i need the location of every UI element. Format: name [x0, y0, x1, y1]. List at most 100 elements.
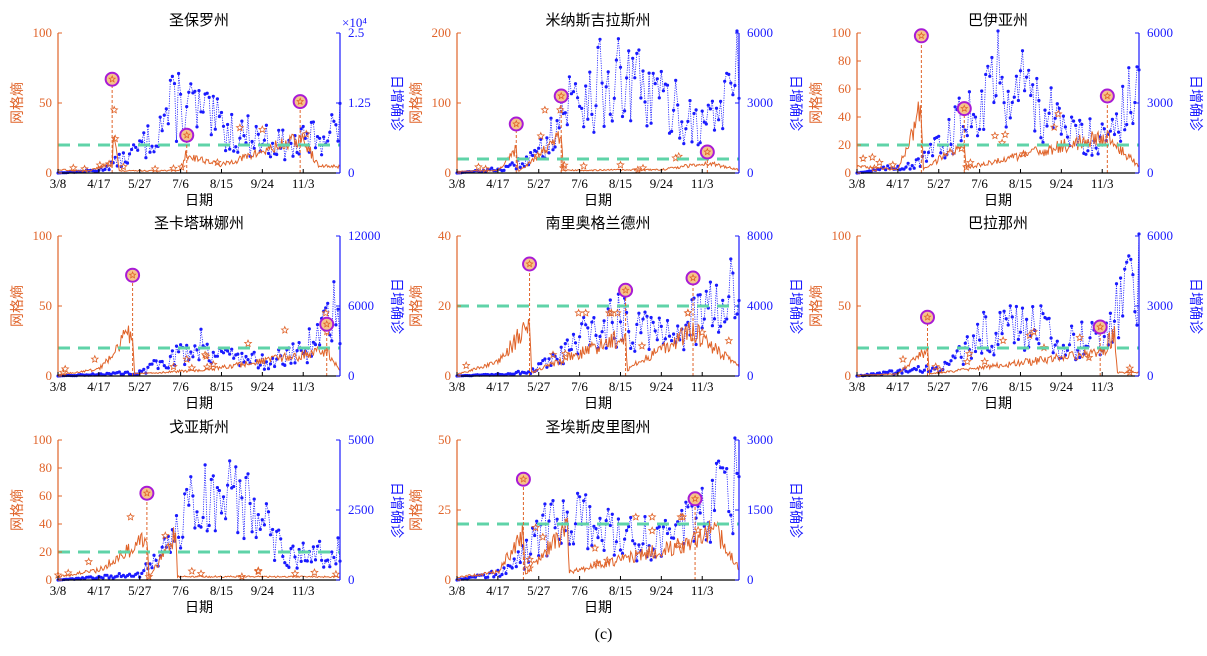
cases-point [1055, 339, 1059, 343]
cases-point [939, 151, 943, 155]
cases-point [213, 127, 217, 131]
cases-point [240, 119, 244, 123]
cases-point [125, 370, 130, 374]
cases-point [680, 508, 684, 513]
cases-point [1010, 100, 1014, 105]
entropy-star [1054, 109, 1063, 118]
cases-point [712, 508, 717, 513]
cases-point [1000, 75, 1004, 79]
cases-point [301, 124, 305, 129]
cases-point [1090, 153, 1094, 157]
event-marker [515, 471, 531, 487]
chart-title: 圣埃斯皮里图州 [545, 418, 650, 436]
cases-point [686, 119, 690, 123]
cases-point [209, 477, 213, 482]
cases-point [614, 58, 619, 62]
cases-point [113, 155, 117, 159]
x-tick-label: 9/24 [650, 379, 674, 394]
cases-point [1112, 319, 1117, 323]
cases-point [573, 341, 578, 345]
entropy-star [196, 569, 206, 578]
cases-point [213, 529, 217, 533]
cases-point [177, 71, 181, 76]
cases-point [226, 122, 230, 127]
figure-caption: (c) [594, 626, 613, 643]
x-tick-label: 5/27 [527, 379, 551, 394]
cases-point [721, 127, 725, 131]
cases-point [922, 150, 927, 154]
cases-point [708, 540, 713, 544]
cases-point [916, 365, 920, 369]
entropy-star [990, 131, 1000, 140]
cases-point [717, 118, 721, 122]
cases-point [244, 476, 248, 480]
cases-point [647, 347, 651, 351]
cases-point [672, 536, 676, 540]
cases-point [1121, 84, 1125, 88]
cases-point [232, 484, 236, 489]
cases-point [620, 551, 625, 556]
cases-point [179, 92, 183, 96]
cases-point [565, 510, 569, 514]
entropy-star [533, 151, 542, 160]
cases-point [557, 126, 561, 130]
cases-point [571, 542, 576, 546]
cases-point [957, 96, 961, 100]
cases-point [502, 168, 506, 172]
cases-point [297, 152, 301, 156]
cases-point [1114, 282, 1119, 286]
cases-point [1033, 129, 1037, 133]
cases-point [330, 113, 334, 117]
cases-point [234, 145, 238, 149]
cases-point [177, 535, 181, 540]
right-tick-label: 0 [348, 368, 355, 383]
cases-point [256, 513, 260, 517]
cases-point [264, 123, 268, 127]
cases-point [293, 361, 297, 365]
cases-point [584, 493, 588, 497]
x-tick-label: 9/24 [251, 176, 275, 191]
cases-point [473, 575, 477, 579]
cases-point [254, 535, 258, 540]
cases-point [1057, 106, 1061, 110]
event-marker [125, 267, 141, 283]
cases-point [717, 330, 721, 334]
cases-point [1010, 315, 1014, 319]
cases-point [170, 74, 174, 78]
cases-point [1014, 304, 1019, 309]
x-tick-label: 3/8 [449, 176, 466, 191]
cases-point [710, 478, 715, 482]
cases-point [943, 156, 947, 160]
cases-point [1088, 336, 1092, 340]
left-tick-label: 25 [438, 502, 451, 517]
x-tick-label: 3/8 [50, 379, 67, 394]
cases-point [1045, 124, 1049, 128]
right-tick-label: 8000 [747, 228, 773, 243]
cases-point [1043, 108, 1047, 112]
left-tick-label: 50 [438, 432, 451, 447]
cases-point [117, 152, 121, 156]
left-tick-label: 0 [445, 368, 452, 383]
cases-point [140, 571, 144, 576]
cases-point [150, 566, 154, 570]
cases-point [291, 154, 295, 158]
cases-point [1119, 139, 1123, 143]
entropy-star [119, 162, 128, 171]
cases-point [594, 333, 598, 338]
cases-point [629, 346, 633, 350]
cases-point [1125, 260, 1129, 264]
cases-point [608, 112, 612, 116]
entropy-star [1075, 333, 1085, 342]
cases-point [661, 525, 666, 529]
cases-point [189, 82, 193, 86]
cases-point [649, 558, 653, 562]
cases-point [604, 346, 608, 350]
cases-point [162, 364, 166, 368]
entropy-star [858, 153, 868, 163]
x-tick-label: 5/27 [128, 176, 152, 191]
cases-point [590, 544, 594, 548]
cases-point [1061, 114, 1065, 118]
cases-point [665, 531, 670, 536]
cases-point [326, 139, 330, 143]
cases-point [193, 526, 197, 530]
